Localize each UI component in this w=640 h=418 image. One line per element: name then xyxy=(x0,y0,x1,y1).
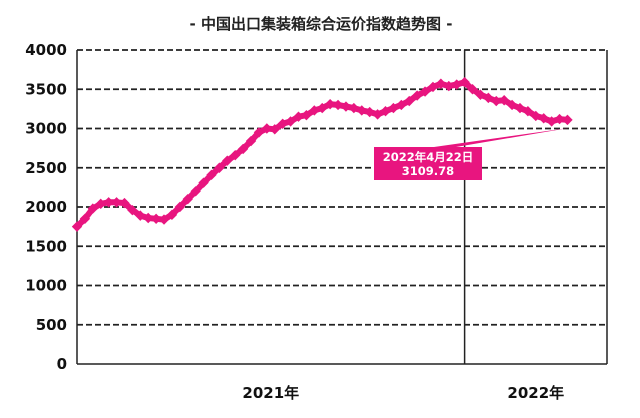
data-point xyxy=(483,92,494,104)
data-point xyxy=(491,95,502,107)
data-point xyxy=(198,177,209,188)
data-point xyxy=(554,113,565,125)
data-point xyxy=(538,113,549,124)
y-tick-label: 1000 xyxy=(25,277,67,295)
data-point xyxy=(364,106,375,118)
y-tick-label: 4000 xyxy=(25,41,67,59)
data-point xyxy=(530,110,542,122)
data-point xyxy=(301,109,312,121)
data-point xyxy=(71,221,83,232)
gridlines xyxy=(77,49,607,326)
x-category-label: 2022年 xyxy=(507,384,564,402)
data-point xyxy=(158,214,170,225)
latest-value-callout: 2022年4月22日 3109.78 xyxy=(374,127,570,180)
x-category-label: 2021年 xyxy=(242,384,299,402)
data-point xyxy=(119,197,130,209)
data-point xyxy=(388,102,399,114)
data-point xyxy=(174,201,186,213)
data-point xyxy=(222,155,233,166)
data-point xyxy=(230,149,241,161)
data-point xyxy=(372,109,383,120)
data-point xyxy=(522,106,534,117)
data-point xyxy=(459,76,470,88)
data-point xyxy=(562,114,573,126)
data-point xyxy=(150,213,162,224)
data-point xyxy=(253,127,265,138)
data-point xyxy=(79,213,91,224)
data-point xyxy=(451,79,462,90)
data-point xyxy=(427,81,439,93)
data-point xyxy=(514,102,526,114)
y-tick-label: 3000 xyxy=(25,120,67,138)
data-point xyxy=(111,197,122,208)
data-point xyxy=(404,95,415,107)
data-point xyxy=(332,99,344,111)
data-point xyxy=(245,135,257,147)
callout-value: 3109.78 xyxy=(402,164,454,178)
data-point xyxy=(475,89,486,100)
data-point xyxy=(506,99,518,111)
data-point xyxy=(206,169,217,181)
y-tick-labels: 0 500 1000 1500 2000 2500 3000 3500 4000 xyxy=(25,41,67,373)
data-point xyxy=(435,78,447,89)
data-point xyxy=(269,124,280,135)
data-point xyxy=(340,101,352,112)
data-point xyxy=(324,98,336,110)
data-point xyxy=(285,116,296,127)
data-point xyxy=(214,162,225,173)
callout-date: 2022年4月22日 xyxy=(383,150,474,164)
data-point xyxy=(498,95,510,106)
data-point xyxy=(317,102,328,114)
y-tick-label: 0 xyxy=(57,355,67,373)
data-point xyxy=(95,198,106,210)
axes xyxy=(76,50,608,365)
data-point xyxy=(348,102,360,114)
data-point xyxy=(182,193,193,205)
data-point xyxy=(127,204,138,216)
y-tick-label: 2500 xyxy=(25,159,67,177)
data-point xyxy=(396,99,407,111)
index-series xyxy=(71,76,573,232)
data-point xyxy=(380,106,391,117)
data-point xyxy=(293,111,304,122)
data-point xyxy=(419,86,431,97)
data-point xyxy=(467,84,478,95)
data-point xyxy=(411,90,423,101)
data-point xyxy=(166,209,178,221)
data-point xyxy=(190,186,201,197)
data-point xyxy=(443,80,454,92)
data-point xyxy=(135,210,146,221)
data-point xyxy=(142,212,154,224)
data-point xyxy=(546,116,557,127)
x-category-labels: 2021年 2022年 xyxy=(242,384,564,402)
callout-box xyxy=(374,127,570,180)
data-point xyxy=(103,197,114,208)
chart-title: - 中国出口集装箱综合运价指数趋势图 - xyxy=(190,15,453,33)
y-tick-label: 2000 xyxy=(25,198,67,216)
data-point xyxy=(261,123,273,134)
data-point xyxy=(237,143,249,155)
data-point xyxy=(87,203,99,214)
data-point xyxy=(309,105,320,116)
y-tick-label: 3500 xyxy=(25,80,67,98)
data-point xyxy=(277,118,288,129)
y-tick-label: 500 xyxy=(36,316,67,334)
data-point xyxy=(356,105,367,116)
y-tick-label: 1500 xyxy=(25,237,67,255)
